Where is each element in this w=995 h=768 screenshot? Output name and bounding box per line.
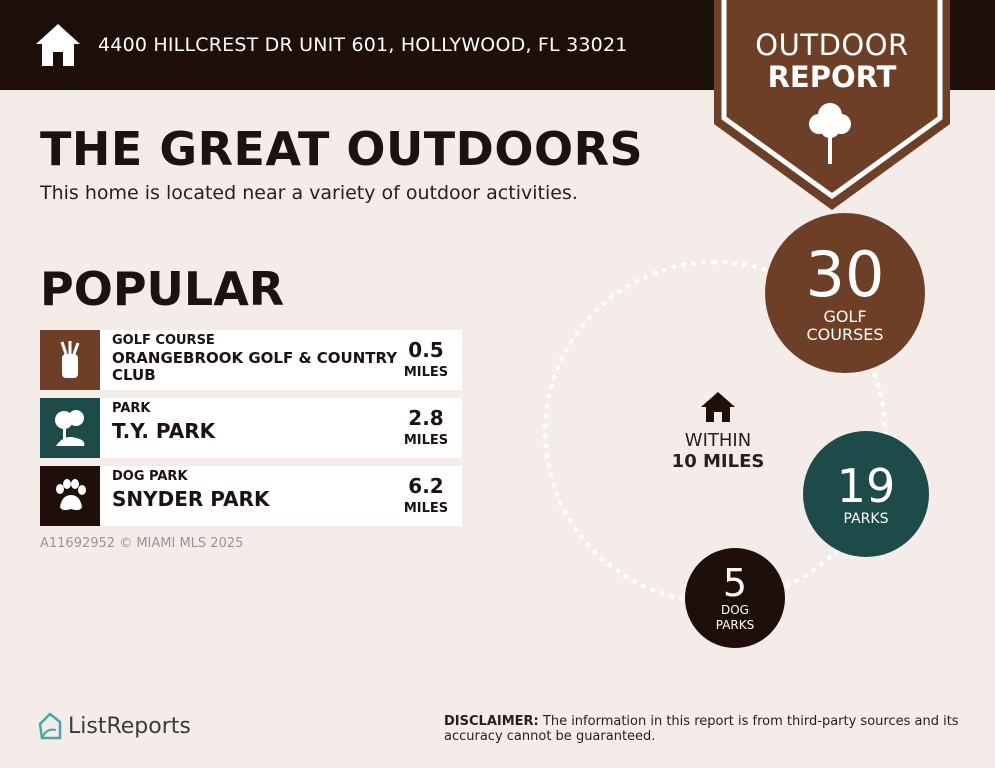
- within-label: WITHIN: [684, 430, 752, 451]
- page-title: THE GREAT OUTDOORS: [40, 122, 644, 176]
- item-distance: 0.5: [408, 338, 444, 362]
- item-category: DOG PARK: [112, 469, 188, 484]
- dog-parks-label-2: PARKS: [715, 618, 755, 632]
- popular-item-dog-park: DOG PARK SNYDER PARK 6.2 MILES: [40, 466, 462, 526]
- property-address: 4400 HILLCREST DR UNIT 601, HOLLYWOOD, F…: [98, 34, 628, 56]
- popular-item-park: PARK T.Y. PARK 2.8 MILES: [40, 398, 462, 458]
- dog-parks-label-1: DOG: [721, 603, 749, 617]
- popular-heading: POPULAR: [40, 262, 285, 316]
- home-icon: [36, 24, 80, 66]
- parks-count: 19: [836, 459, 896, 513]
- golf-count-bubble: 30 GOLF COURSES: [765, 213, 925, 373]
- item-category: GOLF COURSE: [112, 333, 215, 348]
- badge-line2: REPORT: [767, 60, 897, 94]
- outdoor-report-badge: OUTDOOR REPORT: [714, 0, 950, 212]
- within-distance: 10 MILES: [671, 451, 765, 472]
- paw-icon: [40, 466, 100, 526]
- park-trees-icon: [40, 398, 100, 458]
- page-subtitle: This home is located near a variety of o…: [40, 182, 578, 204]
- golf-bag-icon: [40, 330, 100, 390]
- listreports-logo-icon: [38, 712, 62, 740]
- item-name: ORANGEBROOK GOLF & COUNTRY CLUB: [112, 349, 398, 384]
- tree-icon: [809, 103, 851, 164]
- dog-parks-count-bubble: 5 DOG PARKS: [685, 548, 785, 648]
- parks-count-bubble: 19 PARKS: [803, 431, 929, 557]
- item-name: SNYDER PARK: [112, 487, 270, 511]
- dog-parks-count: 5: [722, 561, 748, 605]
- item-unit: MILES: [403, 501, 449, 516]
- badge-line1: OUTDOOR: [755, 28, 909, 62]
- logo-text: ListReports: [68, 713, 191, 739]
- golf-label-2: COURSES: [806, 325, 884, 344]
- disclaimer-label: DISCLAIMER:: [444, 714, 539, 729]
- item-category: PARK: [112, 401, 151, 416]
- golf-label-1: GOLF: [823, 307, 867, 326]
- home-icon: [701, 392, 735, 422]
- disclaimer-text: The information in this report is from t…: [444, 714, 959, 744]
- golf-count: 30: [805, 238, 885, 311]
- popular-item-golf: GOLF COURSE ORANGEBROOK GOLF & COUNTRY C…: [40, 330, 462, 390]
- item-distance: 2.8: [408, 406, 444, 430]
- parks-label: PARKS: [843, 511, 889, 527]
- disclaimer: DISCLAIMER: The information in this repo…: [444, 714, 964, 744]
- item-unit: MILES: [403, 433, 449, 448]
- item-unit: MILES: [403, 365, 449, 380]
- item-name: T.Y. PARK: [112, 419, 216, 443]
- listreports-logo: ListReports: [38, 712, 191, 740]
- item-distance: 6.2: [408, 474, 444, 498]
- mls-watermark: A11692952 © MIAMI MLS 2025: [40, 536, 244, 551]
- within-radius: WITHIN 10 MILES: [650, 430, 786, 472]
